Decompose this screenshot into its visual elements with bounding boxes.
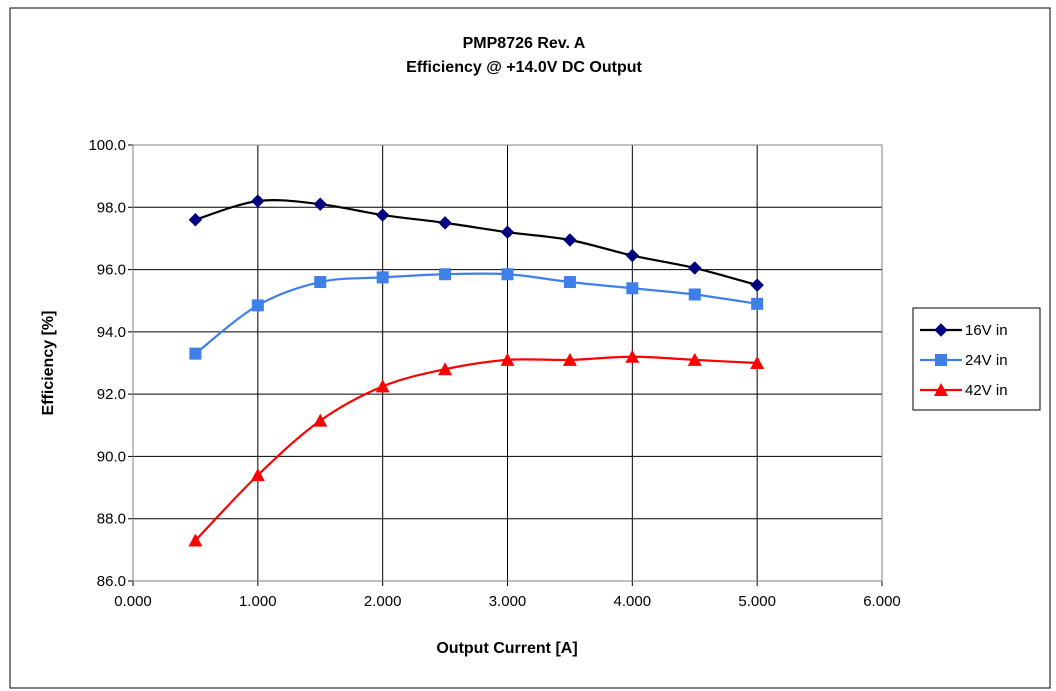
x-axis-title: Output Current [A]: [436, 640, 577, 657]
data-point: [188, 213, 203, 227]
data-point: [750, 278, 764, 292]
y-tick-label: 86.0: [97, 573, 126, 590]
legend: 16V in 24V in 42V in: [912, 307, 1041, 411]
series-line: [194, 272, 758, 355]
data-point: [375, 208, 390, 222]
data-point: [687, 352, 702, 366]
data-point: [438, 362, 453, 376]
legend-entry: 16V in: [920, 322, 1008, 339]
series-line: [194, 355, 758, 542]
legend-marker: [934, 323, 948, 337]
data-point: [250, 468, 265, 482]
data-point: [439, 268, 452, 281]
legend-label: 16V in: [965, 322, 1008, 339]
x-tick-label: 2.000: [364, 593, 402, 610]
y-tick-label: 96.0: [97, 262, 126, 279]
data-point: [376, 271, 389, 284]
y-tick-label: 94.0: [97, 324, 126, 341]
y-tick-label: 98.0: [97, 199, 126, 216]
data-point: [751, 297, 764, 310]
series-2: [188, 349, 765, 547]
legend-entry: 42V in: [920, 382, 1008, 399]
legend-entry: 24V in: [920, 352, 1008, 369]
x-axis-ticks: 0.000 1.000 2.000 3.000 4.000 5.000 6.000: [114, 581, 901, 610]
data-point: [688, 288, 701, 301]
data-point: [625, 248, 640, 263]
data-point: [500, 352, 515, 366]
x-tick-label: 4.000: [614, 593, 652, 610]
data-point: [562, 352, 577, 366]
y-tick-label: 92.0: [97, 386, 126, 403]
legend-marker: [935, 354, 947, 366]
x-tick-label: 3.000: [489, 593, 527, 610]
data-point: [251, 299, 264, 312]
legend-marker: [934, 383, 948, 396]
data-point: [188, 533, 203, 547]
chart-title-line-1: PMP8726 Rev. A: [463, 35, 586, 52]
y-axis-title: Efficiency [%]: [40, 311, 57, 416]
x-tick-label: 1.000: [239, 593, 277, 610]
data-point: [314, 276, 327, 289]
series-1: [189, 268, 764, 360]
y-tick-label: 100.0: [88, 137, 126, 154]
data-point: [501, 268, 514, 281]
data-point: [375, 379, 390, 393]
plot-border: [132, 144, 883, 582]
x-tick-label: 5.000: [738, 593, 776, 610]
data-point: [625, 349, 640, 363]
y-tick-label: 90.0: [97, 448, 126, 465]
x-tick-label: 6.000: [863, 593, 901, 610]
x-tick-label: 0.000: [114, 593, 152, 610]
y-axis-ticks: 86.0 88.0 90.0 92.0 94.0 96.0 98.0 100.0: [88, 137, 133, 590]
data-point: [563, 276, 576, 289]
series-0: [188, 194, 764, 292]
data-point: [626, 282, 639, 295]
series-layer: [188, 194, 765, 547]
legend-label: 24V in: [965, 352, 1008, 369]
series-line: [195, 199, 758, 287]
data-point: [563, 233, 577, 247]
chart-title-line-2: Efficiency @ +14.0V DC Output: [406, 59, 642, 76]
data-point: [313, 197, 327, 211]
data-point: [688, 261, 702, 275]
data-point: [438, 216, 452, 230]
data-point: [750, 356, 765, 369]
data-point: [500, 225, 515, 239]
y-tick-label: 88.0: [97, 511, 126, 528]
data-point: [189, 347, 202, 360]
legend-label: 42V in: [965, 382, 1008, 399]
data-point: [251, 194, 265, 208]
data-point: [313, 413, 328, 427]
